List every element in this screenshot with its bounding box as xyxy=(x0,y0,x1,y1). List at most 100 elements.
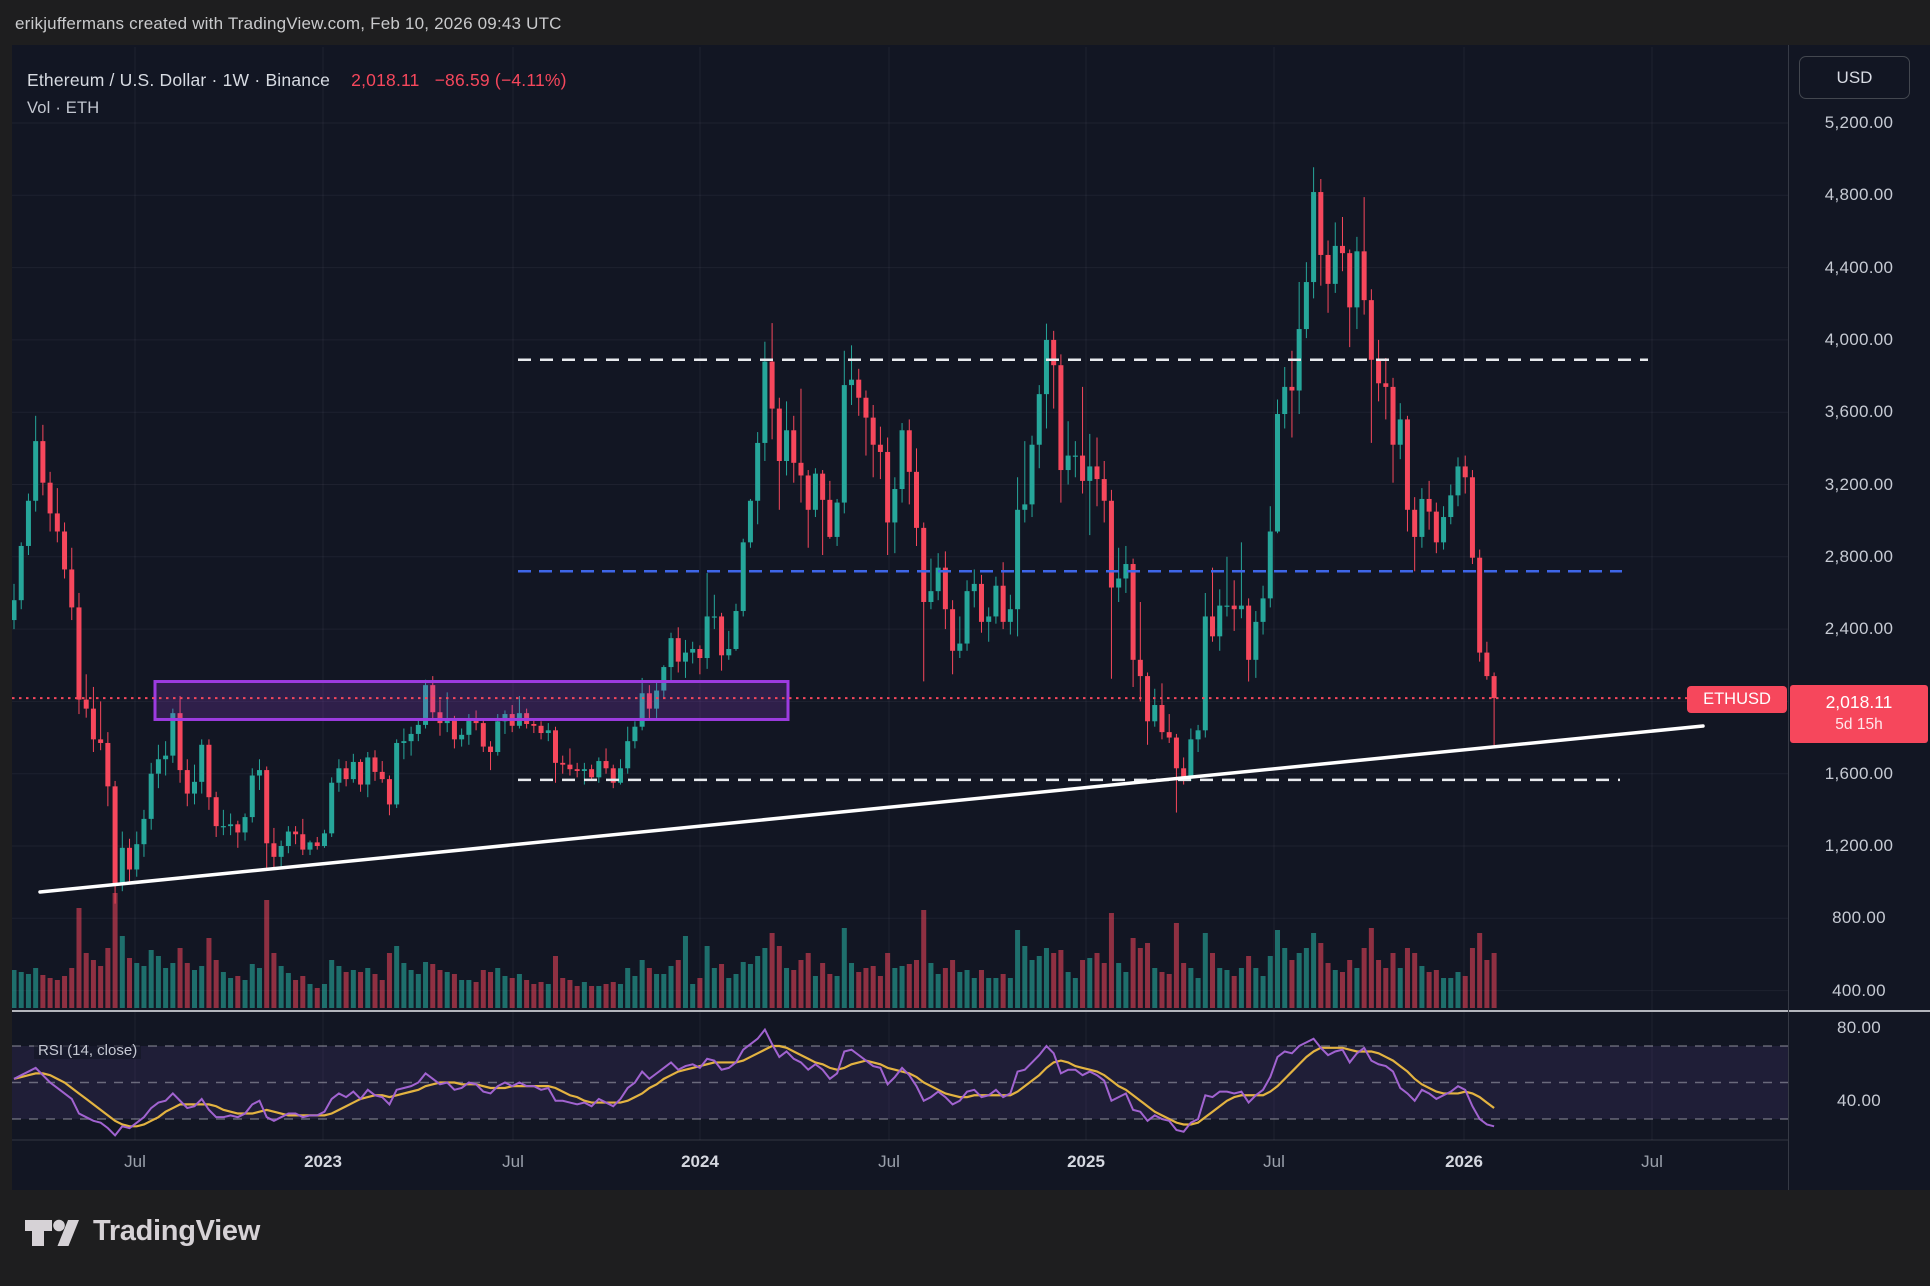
volume-bar xyxy=(596,986,602,1008)
volume-bar xyxy=(112,893,118,1008)
volume-bar xyxy=(1224,970,1230,1008)
volume-bar xyxy=(213,960,219,1008)
candle-body xyxy=(1007,609,1013,622)
candle-body xyxy=(1289,386,1295,391)
tradingview-logo[interactable]: TradingView xyxy=(24,1213,260,1249)
volume-bar xyxy=(148,950,154,1008)
volume-bar xyxy=(379,980,385,1008)
volume-bar xyxy=(762,948,768,1008)
volume-bar xyxy=(1101,963,1107,1008)
volume-bar xyxy=(885,953,891,1008)
bar-countdown: 5d 15h xyxy=(1835,716,1883,733)
candle-body xyxy=(1419,498,1425,537)
candle-body xyxy=(1267,531,1273,599)
candle-body xyxy=(372,757,378,772)
candle-body xyxy=(1253,621,1259,660)
candle-body xyxy=(437,712,443,724)
candle-body xyxy=(1231,605,1237,610)
candle-body xyxy=(401,741,407,743)
volume-bar xyxy=(264,900,270,1008)
candle-body xyxy=(682,652,688,662)
volume-bar xyxy=(1376,960,1382,1008)
volume-bar xyxy=(365,968,371,1008)
volume-bar xyxy=(870,966,876,1008)
candle-body xyxy=(502,714,508,722)
candle-body xyxy=(213,797,219,827)
volume-bar xyxy=(805,953,811,1008)
rsi-ma-line xyxy=(13,1044,1495,1128)
volume-bar xyxy=(1080,960,1086,1008)
symbol-header[interactable]: Ethereum / U.S. Dollar · 1W · Binance 2,… xyxy=(27,70,567,91)
candle-body xyxy=(249,775,255,818)
rsi-axis-label: 80.00 xyxy=(1836,1017,1882,1037)
candle-body xyxy=(899,430,905,490)
candle-body xyxy=(798,462,804,476)
candle-body xyxy=(1094,466,1100,480)
volume-bar xyxy=(386,953,392,1008)
pane-separator[interactable] xyxy=(12,1010,1930,1012)
candle-body xyxy=(971,583,977,592)
volume-bar xyxy=(877,976,883,1008)
price-axis-label: 2,800.00 xyxy=(1824,546,1894,566)
volume-bar xyxy=(307,984,313,1008)
volume-indicator-label[interactable]: Vol · ETH xyxy=(27,99,100,117)
volume-bar xyxy=(654,974,660,1008)
volume-bar xyxy=(841,928,847,1008)
volume-bar xyxy=(646,968,652,1008)
volume-bar xyxy=(892,968,898,1008)
volume-bar xyxy=(1267,956,1273,1008)
price-axis-label: 1,200.00 xyxy=(1824,836,1894,855)
candle-body xyxy=(271,843,277,857)
volume-bar xyxy=(639,960,645,1008)
interval-label[interactable]: 1W xyxy=(222,70,250,90)
candle-body xyxy=(567,764,573,770)
candle-body xyxy=(1166,732,1172,738)
volume-bar xyxy=(740,962,746,1008)
volume-bar xyxy=(1188,968,1194,1008)
candle-body xyxy=(148,773,154,819)
candle-body xyxy=(545,730,551,734)
symbol-price-line-tag[interactable]: ETHUSD xyxy=(1687,686,1787,713)
volume-bar xyxy=(163,968,169,1008)
header-separator: · xyxy=(211,70,218,90)
volume-bar xyxy=(776,946,782,1008)
volume-bar xyxy=(134,963,140,1008)
candle-body xyxy=(617,768,623,783)
price-change: −86.59 (−4.11%) xyxy=(434,70,567,90)
volume-bar xyxy=(581,982,587,1008)
candle-body xyxy=(365,757,371,785)
candle-body xyxy=(33,441,39,501)
price-axis-label: 2,400.00 xyxy=(1824,619,1894,639)
volume-bar xyxy=(170,963,176,1008)
candle-body xyxy=(1101,479,1107,501)
volume-bar xyxy=(459,980,465,1008)
volume-bar xyxy=(1419,966,1425,1008)
volume-bar xyxy=(1116,963,1122,1008)
candle-body xyxy=(495,721,501,753)
rsi-indicator-label[interactable]: RSI (14, close) xyxy=(34,1042,142,1059)
volume-bar xyxy=(704,946,710,1008)
volume-bar xyxy=(1325,963,1331,1008)
volume-bar xyxy=(1303,948,1309,1008)
candle-body xyxy=(1347,253,1353,308)
candle-body xyxy=(906,430,912,472)
tradingview-wordmark: TradingView xyxy=(93,1214,260,1247)
candle-body xyxy=(950,609,956,651)
symbol-title[interactable]: Ethereum / U.S. Dollar xyxy=(27,70,207,90)
volume-bar xyxy=(1296,953,1302,1008)
candle-body xyxy=(488,746,494,753)
candle-body xyxy=(1455,466,1461,496)
volume-bar xyxy=(1065,972,1071,1008)
currency-usd-button[interactable]: USD xyxy=(1799,56,1910,99)
candle-body xyxy=(119,847,125,884)
candle-body xyxy=(47,482,53,514)
candle-body xyxy=(1159,705,1165,733)
candle-body xyxy=(820,473,826,500)
candle-body xyxy=(408,733,414,742)
candle-body xyxy=(596,761,602,778)
candle-body xyxy=(589,769,595,778)
candle-body xyxy=(892,489,898,523)
chart-plot[interactable] xyxy=(12,45,1788,1190)
candle-body xyxy=(90,708,96,740)
volume-bar xyxy=(495,968,501,1008)
